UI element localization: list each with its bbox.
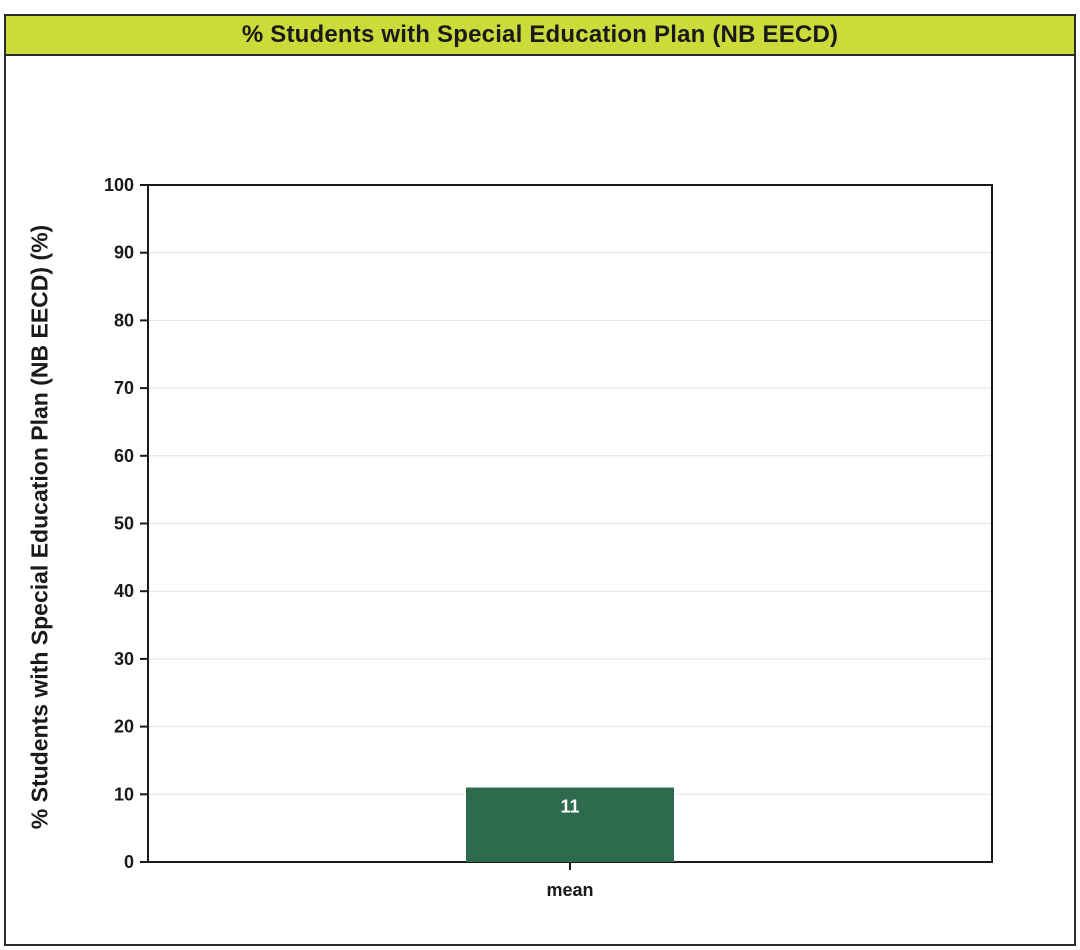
y-tick-label: 20 <box>114 717 134 737</box>
y-tick-label: 0 <box>124 852 134 872</box>
chart-title: % Students with Special Education Plan (… <box>241 21 839 48</box>
y-tick-label: 50 <box>114 514 134 534</box>
x-tick-label: mean <box>546 880 593 900</box>
y-tick-label: 30 <box>114 649 134 669</box>
y-tick-label: 60 <box>114 446 134 466</box>
y-tick-label: 10 <box>114 784 134 804</box>
y-tick-label: 70 <box>114 378 134 398</box>
y-tick-label: 40 <box>114 581 134 601</box>
y-tick-label: 90 <box>114 243 134 263</box>
y-tick-label: 100 <box>104 175 134 195</box>
bar-data-label: 11 <box>560 797 579 817</box>
bar <box>466 787 674 862</box>
chart-title-bar: % Students with Special Education Plan (… <box>6 16 1074 56</box>
y-tick-label: 80 <box>114 310 134 330</box>
